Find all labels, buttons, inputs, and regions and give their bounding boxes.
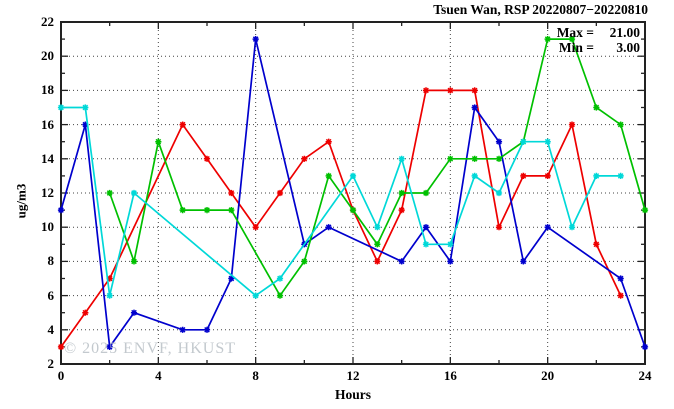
x-tick-label: 24: [638, 368, 652, 383]
legend-max-label: Max =: [556, 25, 594, 40]
series-markers-red-series: [57, 87, 624, 350]
watermark: © 2025 ENVF, HKUST: [64, 340, 236, 357]
x-tick-label: 0: [57, 368, 65, 383]
legend-max-value: 21.00: [609, 25, 640, 40]
y-tick-label: 2: [47, 356, 55, 371]
series-line-green-series: [108, 38, 646, 298]
y-tick-label: 8: [47, 253, 55, 269]
series-line-cyan-series: [61, 106, 621, 297]
x-tick-label: 12: [346, 368, 360, 383]
x-tick-label: 8: [252, 368, 259, 383]
legend-min-label: Min =: [558, 40, 594, 55]
chart-title: Tsuen Wan, RSP 20220807−20220810: [433, 2, 648, 17]
y-tick-label: 20: [41, 48, 54, 64]
legend-min-value: 3.00: [616, 40, 640, 55]
y-tick-label: 22: [41, 14, 54, 29]
legend-max-row: Max = 21.00: [557, 25, 640, 40]
y-tick-label: 16: [41, 116, 54, 132]
series-line-red-series: [60, 89, 622, 348]
y-tick-label: 18: [41, 82, 54, 98]
legend: Max = 21.00 Min = 3.00: [557, 25, 640, 55]
y-tick-label: 4: [47, 321, 55, 337]
y-tick-label: 6: [47, 287, 55, 303]
x-tick-label: 20: [541, 368, 555, 383]
x-axis-label: Hours: [334, 387, 371, 402]
x-tick-label: 4: [155, 368, 162, 383]
series-markers-cyan-series: [57, 104, 624, 299]
series-markers-green-series: [106, 36, 649, 299]
y-tick-label: 14: [41, 150, 54, 166]
y-tick-label: 10: [41, 219, 54, 235]
x-tick-label: 16: [443, 368, 457, 383]
y-tick-label: 12: [41, 185, 54, 200]
legend-min-row: Min = 3.00: [557, 40, 640, 55]
